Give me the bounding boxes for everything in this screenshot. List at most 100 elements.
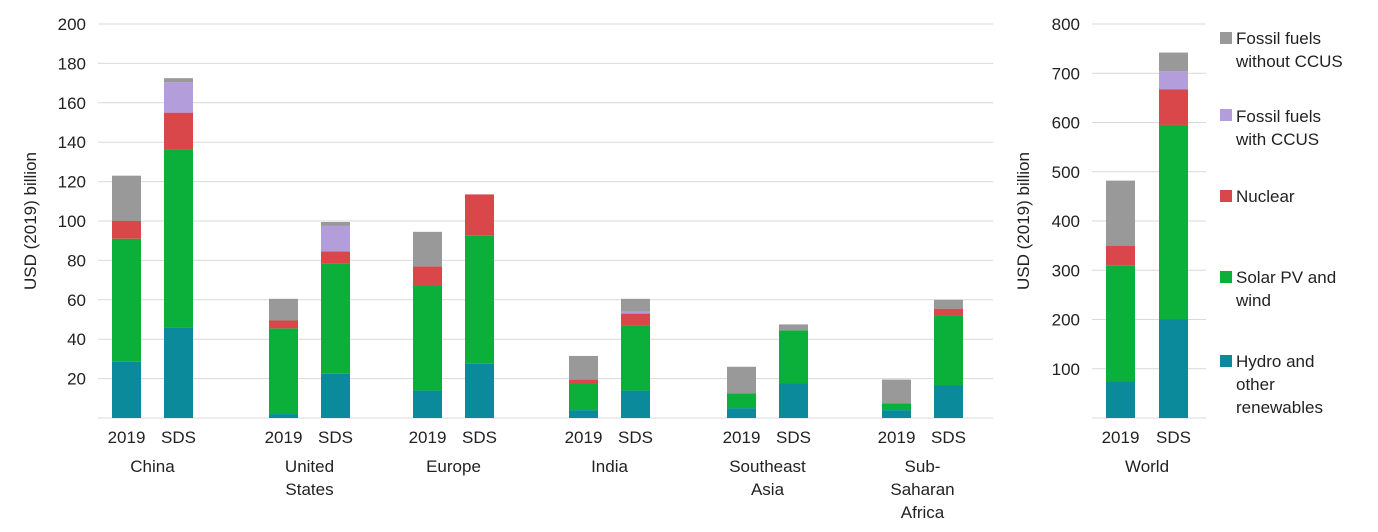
bar-label: 2019: [265, 428, 303, 447]
bar-label: 2019: [565, 428, 603, 447]
regional-y-tick-label: 200: [58, 15, 86, 34]
group-label: Southeast: [729, 457, 806, 476]
bar-segment-world-2019-s2: [1106, 245, 1135, 266]
legend-label-0: other: [1236, 375, 1275, 394]
regional-y-tick-label: 60: [67, 291, 86, 310]
bar-segment-sub-saharan-africa-sds-s2: [934, 308, 963, 316]
bar-segment-southeast-asia-2019-s4: [727, 366, 756, 394]
bar-segment-united-states-sds-s3: [321, 225, 350, 252]
regional-y-tick-label: 160: [58, 94, 86, 113]
bar-segment-china-2019-s2: [112, 221, 141, 239]
bar-segment-world-2019-s4: [1106, 180, 1135, 246]
bar-segment-united-states-sds-s2: [321, 251, 350, 264]
regional-y-tick-label: 20: [67, 370, 86, 389]
bar-label: 2019: [878, 428, 916, 447]
legend-swatch-0: [1220, 355, 1232, 367]
regional-y-axis-label: USD (2019) billion: [21, 152, 40, 290]
bar-segment-sub-saharan-africa-2019-s4: [882, 379, 911, 404]
bar-segment-india-2019-s4: [569, 355, 598, 380]
regional-y-tick-label: 80: [67, 251, 86, 270]
bar-segment-united-states-2019-s0: [269, 414, 298, 418]
world-y-tick-label: 300: [1052, 261, 1080, 280]
bar-segment-india-sds-s0: [621, 390, 650, 418]
bar-segment-united-states-sds-s0: [321, 373, 350, 418]
bar-label: SDS: [318, 428, 353, 447]
bar-label: SDS: [776, 428, 811, 447]
group-label: States: [285, 480, 333, 499]
bar-segment-united-states-2019-s1: [269, 328, 298, 415]
bar-label: SDS: [618, 428, 653, 447]
world-y-tick-label: 500: [1052, 163, 1080, 182]
bar-segment-china-2019-s4: [112, 175, 141, 221]
world-y-tick-label: 200: [1052, 311, 1080, 330]
regional-y-tick-label: 100: [58, 212, 86, 231]
regional-y-tick-label: 180: [58, 54, 86, 73]
bar-segment-india-sds-s1: [621, 325, 650, 391]
regional-y-tick-label: 120: [58, 173, 86, 192]
bar-label: SDS: [462, 428, 497, 447]
bar-segment-united-states-2019-s2: [269, 320, 298, 329]
legend-label-4: without CCUS: [1235, 52, 1343, 71]
bar-segment-europe-sds-s0: [465, 363, 494, 418]
bar-label: SDS: [931, 428, 966, 447]
legend-label-1: Solar PV and: [1236, 268, 1336, 287]
bar-segment-china-sds-s3: [164, 82, 193, 113]
bar-segment-china-2019-s1: [112, 238, 141, 362]
bar-segment-united-states-sds-s1: [321, 263, 350, 374]
bar-segment-sub-saharan-africa-sds-s1: [934, 315, 963, 386]
bar-segment-southeast-asia-sds-s1: [779, 330, 808, 384]
bar-segment-india-2019-s1: [569, 383, 598, 411]
bar-segment-india-2019-s2: [569, 379, 598, 384]
bar-segment-europe-sds-s1: [465, 235, 494, 364]
bar-segment-united-states-2019-s4: [269, 298, 298, 321]
bar-segment-world-sds-s1: [1159, 124, 1188, 320]
bar-segment-china-sds-s2: [164, 112, 193, 150]
regional-y-tick-label: 140: [58, 133, 86, 152]
legend-swatch-3: [1220, 109, 1232, 121]
group-label: China: [130, 457, 175, 476]
world-y-axis-label: USD (2019) billion: [1014, 152, 1033, 290]
bar-segment-world-sds-s3: [1159, 71, 1188, 90]
bar-segment-india-sds-s2: [621, 313, 650, 326]
bar-segment-southeast-asia-2019-s1: [727, 393, 756, 409]
bar-segment-sub-saharan-africa-2019-s1: [882, 403, 911, 411]
bar-segment-world-sds-s4: [1159, 52, 1188, 72]
legend-label-4: Fossil fuels: [1236, 29, 1321, 48]
bar-segment-india-sds-s4: [621, 298, 650, 312]
legend-label-2: Nuclear: [1236, 187, 1295, 206]
legend-label-3: with CCUS: [1235, 130, 1319, 149]
legend-label-0: Hydro and: [1236, 352, 1314, 371]
bar-segment-world-2019-s0: [1106, 381, 1135, 418]
bar-label: SDS: [161, 428, 196, 447]
legend-swatch-4: [1220, 32, 1232, 44]
bar-label: SDS: [1156, 428, 1191, 447]
world-y-tick-label: 600: [1052, 114, 1080, 133]
bar-segment-world-sds-s0: [1159, 319, 1188, 418]
world-y-tick-label: 700: [1052, 64, 1080, 83]
world-y-tick-label: 800: [1052, 15, 1080, 34]
bar-label: 2019: [723, 428, 761, 447]
world-y-tick-label: 100: [1052, 360, 1080, 379]
group-label: World: [1125, 457, 1169, 476]
bar-label: 2019: [1102, 428, 1140, 447]
group-label: Asia: [751, 480, 785, 499]
bar-segment-europe-2019-s0: [413, 390, 442, 418]
bar-label: 2019: [108, 428, 146, 447]
world-y-tick-label: 400: [1052, 212, 1080, 231]
bar-segment-sub-saharan-africa-sds-s0: [934, 385, 963, 418]
bar-segment-southeast-asia-sds-s4: [779, 324, 808, 331]
bar-segment-europe-2019-s2: [413, 266, 442, 287]
legend-label-1: wind: [1235, 291, 1271, 310]
bar-segment-sub-saharan-africa-sds-s4: [934, 299, 963, 309]
bar-segment-united-states-sds-s4: [321, 221, 350, 226]
group-label: Africa: [901, 503, 945, 522]
bar-segment-china-sds-s4: [164, 78, 193, 83]
bar-segment-china-sds-s0: [164, 327, 193, 418]
bar-segment-india-sds-s3: [621, 311, 650, 314]
legend-label-0: renewables: [1236, 398, 1323, 417]
bar-segment-india-2019-s0: [569, 410, 598, 418]
group-label: India: [591, 457, 628, 476]
legend-swatch-1: [1220, 271, 1232, 283]
